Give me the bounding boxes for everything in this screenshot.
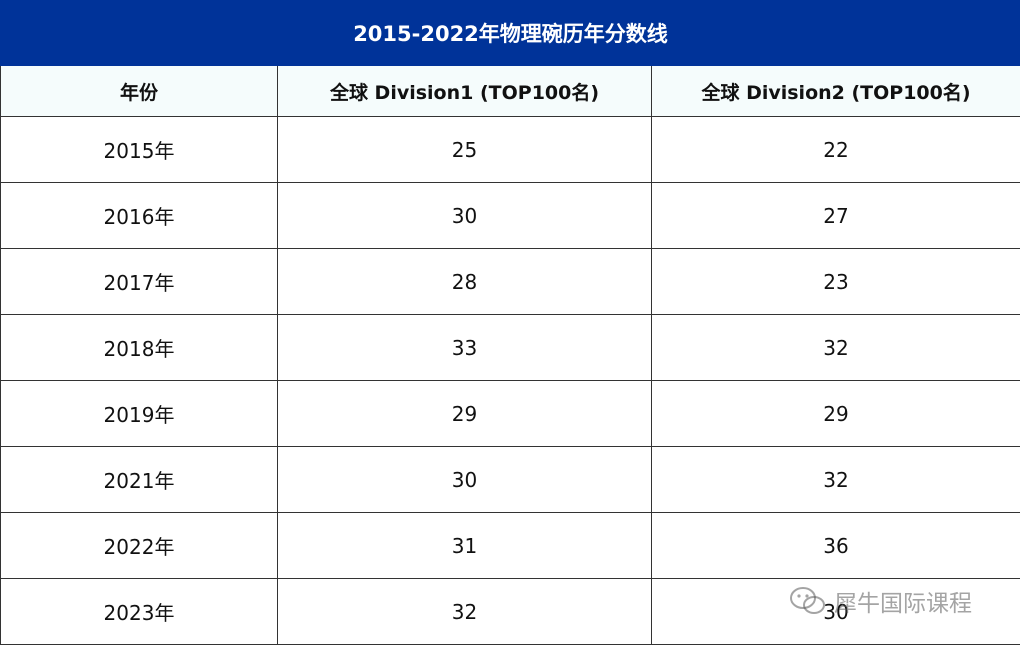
table-row: 2022年 31 36 xyxy=(0,512,1020,579)
division2-cell: 36 xyxy=(650,512,1020,579)
table-row: 2023年 32 30 xyxy=(0,578,1020,645)
division2-cell: 29 xyxy=(650,380,1020,447)
division1-cell: 30 xyxy=(277,446,652,513)
year-cell: 2021年 xyxy=(0,446,278,513)
header-division2: 全球 Division2 (TOP100名) xyxy=(650,65,1020,117)
division1-cell: 32 xyxy=(277,578,652,645)
division2-cell: 27 xyxy=(650,182,1020,249)
table-row: 2018年 33 32 xyxy=(0,314,1020,381)
table-row: 2019年 29 29 xyxy=(0,380,1020,447)
table-header-row: 年份 全球 Division1 (TOP100名) 全球 Division2 (… xyxy=(0,65,1020,117)
division2-cell: 32 xyxy=(650,446,1020,513)
division2-cell: 23 xyxy=(650,248,1020,315)
year-cell: 2023年 xyxy=(0,578,278,645)
table-row: 2017年 28 23 xyxy=(0,248,1020,315)
table-row: 2016年 30 27 xyxy=(0,182,1020,249)
division1-cell: 25 xyxy=(277,116,652,183)
header-division1: 全球 Division1 (TOP100名) xyxy=(277,65,652,117)
year-cell: 2015年 xyxy=(0,116,278,183)
division1-cell: 29 xyxy=(277,380,652,447)
header-year: 年份 xyxy=(0,65,278,117)
table-row: 2015年 25 22 xyxy=(0,116,1020,183)
division2-cell: 22 xyxy=(650,116,1020,183)
year-cell: 2022年 xyxy=(0,512,278,579)
year-cell: 2018年 xyxy=(0,314,278,381)
table-row: 2021年 30 32 xyxy=(0,446,1020,513)
table-title-row: 2015-2022年物理碗历年分数线 xyxy=(0,0,1020,66)
division2-cell: 30 xyxy=(650,578,1020,645)
division2-cell: 32 xyxy=(650,314,1020,381)
division1-cell: 31 xyxy=(277,512,652,579)
division1-cell: 28 xyxy=(277,248,652,315)
table-title: 2015-2022年物理碗历年分数线 xyxy=(0,0,1020,66)
division1-cell: 30 xyxy=(277,182,652,249)
division1-cell: 33 xyxy=(277,314,652,381)
year-cell: 2016年 xyxy=(0,182,278,249)
year-cell: 2019年 xyxy=(0,380,278,447)
year-cell: 2017年 xyxy=(0,248,278,315)
